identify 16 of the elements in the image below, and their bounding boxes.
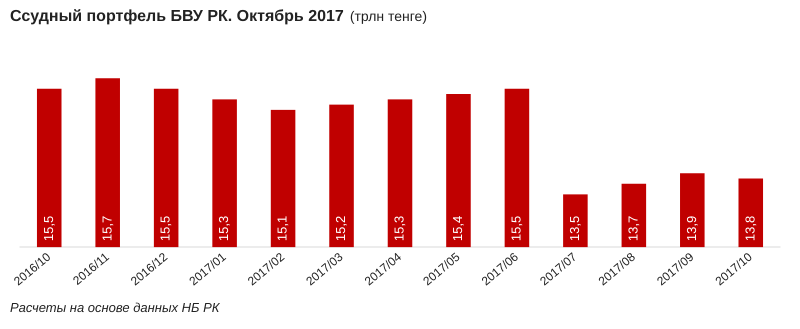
data-label: 15,5: [508, 216, 524, 242]
data-label: 15,4: [450, 216, 466, 242]
data-label: 15,5: [158, 216, 173, 242]
chart-title: Ссудный портфель БВУ РК. Октябрь 2017: [10, 8, 344, 25]
data-label: 13,5: [566, 216, 582, 242]
chart-subtitle: (трлн тенге): [350, 8, 428, 24]
data-label: 15,3: [216, 216, 232, 242]
data-label: 13,7: [625, 216, 640, 242]
data-label: 15,1: [274, 216, 290, 242]
data-label: 15,7: [99, 216, 114, 242]
data-label: 13,9: [684, 216, 699, 242]
annotation: Расчеты на основе данных НБ РК: [10, 300, 220, 315]
data-label: 15,2: [333, 216, 348, 242]
data-label: 15,3: [392, 216, 407, 242]
data-label: 15,5: [40, 216, 56, 242]
data-label: 13,8: [742, 216, 758, 242]
